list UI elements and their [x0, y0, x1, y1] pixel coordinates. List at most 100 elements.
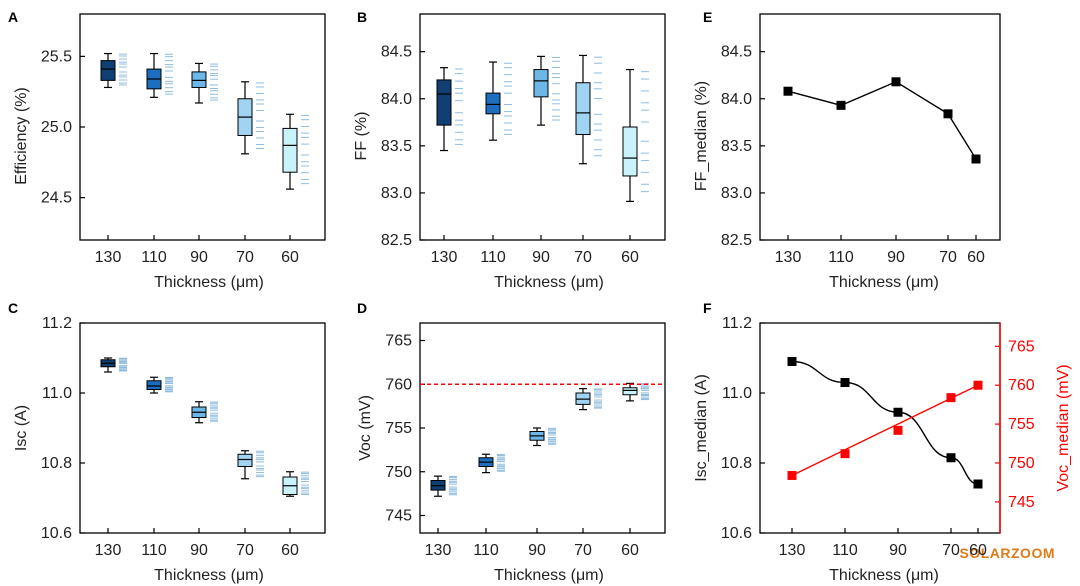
- box-d-60: [622, 382, 649, 402]
- panel-label-f: F: [703, 300, 712, 316]
- plot-frame-b: [419, 13, 666, 241]
- voc-data-point: [946, 393, 956, 403]
- x-tick-label-e: 70: [939, 249, 957, 266]
- x-tick-label-b: 70: [574, 249, 592, 266]
- plot-frame-f: [759, 322, 1001, 534]
- x-tick-label-a: 60: [281, 249, 299, 266]
- y-right-tick-label-f: 750: [1008, 455, 1035, 472]
- x-tick-label-d: 110: [473, 542, 499, 559]
- plot-frame-e: [759, 13, 1001, 241]
- y-tick-label-d: 765: [385, 333, 412, 350]
- x-tick-label-b: 90: [532, 249, 550, 266]
- y-axis-title-f-right: Voc_median (mV): [1055, 364, 1072, 491]
- axes-c: 10.6 10.8 11.0 11.2 130 110 90 70 60: [41, 315, 326, 559]
- y-tick-label-b: 83.5: [381, 138, 412, 155]
- panel-F: F Isc_median (A) Voc_median (mV) Thickne…: [693, 300, 1072, 584]
- plot-frame-a: [79, 13, 326, 241]
- x-tick-label-e: 130: [775, 249, 802, 266]
- panel-D: D Voc (mV) Thickness (μm): [357, 300, 604, 584]
- box-d-130: [430, 475, 457, 497]
- panel-label-e: E: [703, 9, 712, 25]
- x-axis-title-e: Thickness (μm): [829, 274, 939, 291]
- x-tick-label-f: 130: [779, 542, 806, 559]
- y-tick-label-b: 82.5: [381, 232, 412, 249]
- box-c-110: [146, 376, 173, 394]
- x-tick-label-b: 130: [431, 249, 458, 266]
- x-axis-title-c: Thickness (μm): [154, 567, 264, 584]
- voc-data-point: [973, 380, 983, 390]
- y-axis-title-c: Isc (A): [13, 405, 30, 451]
- box-a-70: [237, 81, 264, 155]
- data-point: [836, 100, 846, 110]
- box-body: [533, 69, 549, 98]
- x-tick-label-c: 70: [236, 542, 254, 559]
- panel-B: B FF (%) Thickness (μm): [353, 9, 604, 291]
- box-d-110: [478, 453, 505, 474]
- box-body: [191, 71, 207, 88]
- data-point: [971, 154, 981, 164]
- isc-data-point: [893, 407, 903, 417]
- box-c-70: [237, 450, 264, 480]
- x-tick-label-c: 110: [141, 542, 167, 559]
- series-line-ff-median: [787, 81, 977, 160]
- y-tick-label-b: 83.0: [381, 185, 412, 202]
- axes-d: 745 750 755 760 765 130 110 90 70 60: [385, 322, 666, 559]
- isc-data-point: [840, 378, 850, 387]
- y-tick-label-a: 25.0: [41, 119, 72, 136]
- y-right-tick-label-f: 765: [1008, 338, 1035, 355]
- x-tick-label-b: 110: [480, 249, 506, 266]
- y-axis-title-b: FF (%): [353, 112, 370, 161]
- isc-data-point: [787, 357, 797, 366]
- box-d-70: [575, 388, 602, 411]
- y-tick-label-f: 11.2: [722, 315, 752, 332]
- y-tick-label-b: 84.0: [381, 91, 412, 108]
- x-tick-label-f: 60: [969, 542, 987, 559]
- y-tick-label-b: 84.5: [381, 44, 412, 61]
- box-body: [237, 453, 253, 467]
- box-body: [282, 127, 298, 173]
- axes-b: 82.5 83.0 83.5 84.0 84.5 130 110 90 70 60: [381, 13, 666, 266]
- y-tick-label-d: 750: [385, 464, 412, 481]
- y-tick-label-d: 755: [385, 420, 412, 437]
- x-tick-label-e: 90: [887, 249, 905, 266]
- x-tick-label-a: 90: [190, 249, 208, 266]
- box-body: [485, 92, 501, 115]
- box-b-70: [575, 54, 602, 165]
- x-tick-label-f: 70: [942, 542, 960, 559]
- y-axis-title-e: FF_median (%): [693, 81, 710, 191]
- box-c-60: [282, 471, 309, 497]
- box-c-130: [100, 357, 127, 373]
- panel-C: C Isc (A) Thickness (μm): [8, 300, 264, 584]
- y-right-tick-label-f: 760: [1008, 377, 1035, 394]
- box-body: [622, 387, 638, 396]
- box-body: [622, 126, 638, 177]
- y-tick-label-e: 82.5: [721, 232, 752, 249]
- x-tick-label-c: 130: [95, 542, 122, 559]
- isc-data-point: [946, 453, 956, 463]
- voc-data-point: [893, 425, 903, 435]
- y-tick-label-f: 10.6: [721, 525, 752, 542]
- x-tick-label-d: 90: [528, 542, 546, 559]
- panel-label-b: B: [357, 9, 367, 25]
- data-point: [943, 109, 953, 119]
- x-tick-label-a: 70: [236, 249, 254, 266]
- panel-label-a: A: [8, 9, 18, 25]
- y-tick-label-e: 83.0: [721, 185, 752, 202]
- panel-label-d: D: [357, 300, 367, 316]
- box-d-90: [529, 427, 556, 447]
- box-body: [100, 60, 116, 81]
- y-tick-label-c: 10.8: [41, 455, 72, 472]
- y-tick-label-d: 745: [385, 508, 412, 525]
- box-a-90: [191, 62, 218, 104]
- box-b-90: [533, 55, 560, 126]
- box-body: [146, 380, 162, 390]
- y-axis-title-a: Efficiency (%): [13, 87, 30, 185]
- watermark: SOLARZOOM: [960, 545, 1056, 561]
- box-a-130: [100, 52, 127, 89]
- voc-data-point: [840, 449, 850, 459]
- y-tick-label-e: 84.0: [721, 91, 752, 108]
- panel-A: A Efficiency (%) Thickness (μm): [8, 9, 264, 291]
- x-tick-label-d: 60: [621, 542, 639, 559]
- y-right-tick-label-f: 745: [1008, 494, 1035, 511]
